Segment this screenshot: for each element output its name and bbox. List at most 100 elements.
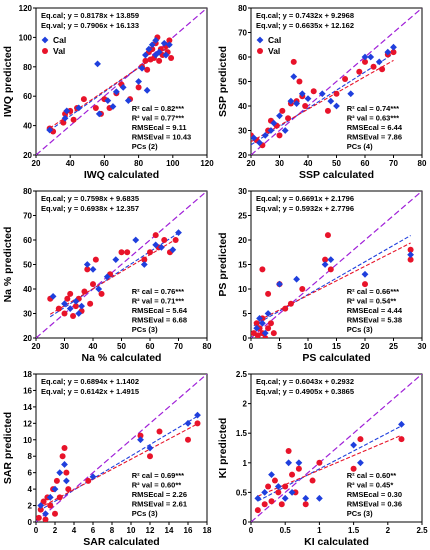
calibration-point: [112, 88, 120, 96]
y-tick-label: 10: [23, 436, 32, 445]
y-axis-label: SAR predicted: [2, 412, 14, 484]
validation-point: [282, 305, 289, 312]
validation-point: [407, 256, 414, 263]
calibration-point: [75, 104, 83, 112]
calibration-point: [152, 36, 160, 44]
calibration-point: [333, 102, 340, 110]
calibration-point: [109, 103, 117, 110]
y-tick-label: 15: [238, 261, 247, 270]
x-tick-label: 120: [200, 159, 214, 168]
y-tick-label: 2.5: [236, 370, 248, 379]
legend-cal-marker: [41, 36, 49, 44]
validation-point: [85, 477, 92, 484]
legend-val-marker: [42, 48, 48, 54]
calibration-point: [350, 441, 357, 449]
validation-point: [67, 290, 74, 297]
calibration-point: [361, 270, 369, 278]
y-tick-label: 60: [23, 236, 32, 245]
y-tick-label: 20: [238, 151, 247, 160]
validation-point: [290, 58, 297, 65]
calibration-point: [367, 53, 375, 61]
validation-point: [289, 471, 296, 478]
validation-point: [70, 116, 77, 123]
validation-point: [309, 477, 316, 484]
x-tick-label: 50: [332, 159, 341, 168]
calibration-point: [61, 461, 68, 468]
y-tick-label: 80: [23, 63, 32, 72]
y-tick-label: 80: [23, 187, 32, 196]
stat-line: PCs (2): [132, 142, 158, 151]
calibration-point: [89, 266, 97, 273]
stat-line: PCs (3): [132, 325, 158, 334]
calibration-point: [274, 483, 282, 490]
validation-point: [65, 486, 72, 493]
y-tick-label: 40: [238, 102, 247, 111]
x-tick-label: 12: [146, 526, 155, 535]
y-tick-label: 0: [243, 334, 248, 343]
validation-point: [80, 96, 87, 103]
calibration-point: [254, 494, 262, 502]
calibration-point: [256, 315, 263, 322]
calibration-point: [63, 107, 71, 115]
validation-point: [156, 57, 163, 64]
validation-point: [92, 256, 99, 263]
x-tick-label: 1.5: [348, 526, 360, 535]
x-tick-label: 60: [361, 159, 370, 168]
validation-point: [271, 477, 278, 484]
calibration-point: [160, 39, 168, 47]
calibration-point: [61, 300, 68, 308]
validation-point: [172, 237, 179, 243]
stat-line: PCs (3): [132, 509, 158, 518]
calibration-point: [398, 420, 405, 428]
y-tick-label: 8: [28, 452, 33, 461]
x-tick-label: 40: [89, 342, 98, 351]
validation-point: [316, 459, 323, 466]
y-tick-label: 70: [23, 212, 32, 221]
calibration-point: [270, 119, 278, 127]
calibration-point: [143, 86, 151, 94]
chart-panel-kl: 0 0.5 1 1.5 2 2.5 0 0.5 1 1.5 2 2.5 KI calculated KI …: [217, 370, 428, 548]
stat-line: R² val = 0.63***: [347, 114, 399, 123]
validation-point: [275, 489, 282, 496]
stat-line: R² val = 0.71***: [132, 297, 184, 306]
validation-point: [327, 266, 334, 273]
calibration-fit-line: [38, 415, 198, 512]
validation-point: [324, 232, 331, 239]
x-tick-label: 2: [386, 526, 391, 535]
validation-point: [147, 249, 153, 256]
validation-equation: Eq.val; y = 0.6142x + 1.4915: [41, 387, 139, 396]
chart-panel-na: 20 30 40 50 60 70 80 20 30 40 50 60 70 80 Na % calcula…: [2, 187, 212, 364]
validation-point: [265, 483, 272, 490]
validation-point: [299, 286, 306, 292]
calibration-equation: Eq.cal; y = 0.6894x + 1.1402: [41, 377, 139, 386]
calibration-point: [302, 494, 310, 502]
one-to-one-line: [251, 8, 422, 155]
calibration-point: [321, 261, 329, 268]
validation-equation: Eq.val; y = 0.5932x + 2.7796: [256, 204, 354, 213]
calibration-point: [46, 493, 54, 501]
legend-val-label: Val: [53, 46, 65, 56]
stat-line: R² cal = 0.74***: [347, 104, 399, 113]
calibration-point: [83, 261, 91, 268]
validation-point: [302, 501, 309, 508]
validation-point: [56, 494, 63, 501]
x-tick-label: 40: [304, 159, 313, 168]
calibration-point: [137, 436, 144, 444]
y-tick-label: 0: [28, 518, 33, 527]
calibration-equation: Eq.cal; y = 0.7598x + 9.6835: [41, 194, 139, 203]
y-tick-label: 30: [238, 187, 247, 196]
validation-point: [390, 49, 397, 56]
y-tick-label: 20: [23, 151, 32, 160]
validation-point: [42, 516, 49, 522]
stat-line: RMSEval = 10.43: [132, 133, 191, 142]
one-to-one-line: [251, 374, 422, 522]
stat-line: RMSEcal = 2.26: [132, 490, 187, 499]
calibration-point: [148, 41, 156, 49]
calibration-point: [162, 51, 170, 59]
y-tick-label: 70: [238, 29, 247, 38]
validation-point: [92, 104, 99, 111]
validation-point: [141, 256, 148, 263]
validation-point: [156, 428, 163, 435]
validation-point: [265, 325, 272, 332]
